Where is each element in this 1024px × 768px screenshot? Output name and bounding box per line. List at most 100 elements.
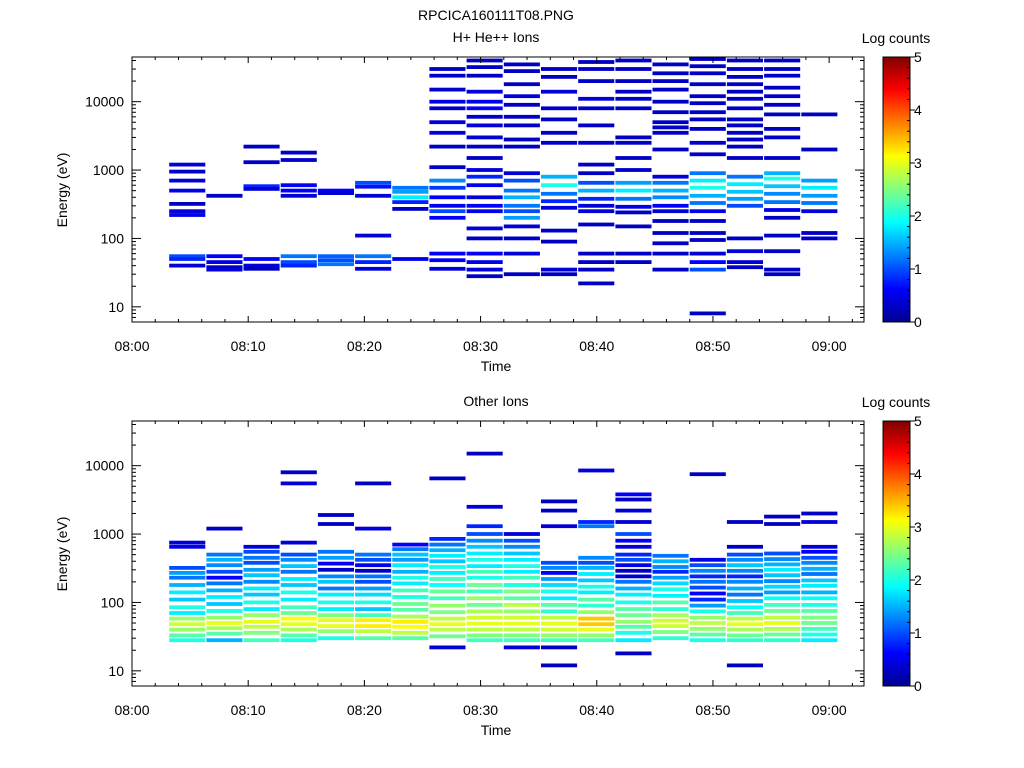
- heatmap-cell: [466, 209, 503, 214]
- colorbar-ticks: 0 1 2 3 4 5: [907, 49, 922, 330]
- heatmap-cell: [466, 226, 503, 231]
- heatmap-cell: [615, 135, 652, 140]
- x-tick-label: 08:20: [347, 338, 382, 354]
- heatmap-cell: [280, 616, 317, 621]
- heatmap-cell: [652, 630, 689, 634]
- colorbar-tick-label: 3: [914, 519, 922, 535]
- heatmap-cell: [206, 552, 243, 557]
- heatmap-cell: [541, 645, 578, 650]
- heatmap-cell: [355, 579, 392, 584]
- heatmap-cell: [243, 600, 280, 605]
- heatmap-cell: [726, 627, 763, 632]
- heatmap-cell: [541, 524, 578, 529]
- heatmap-cell: [243, 624, 280, 629]
- heatmap-cell: [726, 156, 763, 160]
- heatmap-cell: [206, 563, 243, 568]
- heatmap-cell: [169, 202, 206, 206]
- heatmap-cell: [764, 603, 801, 607]
- heatmap-cell: [764, 94, 801, 99]
- heatmap-cell: [466, 114, 503, 119]
- heatmap-cell: [726, 182, 763, 187]
- heatmap-cell: [726, 611, 763, 615]
- heatmap-cell: [578, 524, 615, 529]
- heatmap-cell: [466, 603, 503, 607]
- heatmap-cell: [392, 630, 429, 635]
- plot-frame: [131, 56, 865, 323]
- heatmap-cell: [466, 58, 503, 63]
- heatmap-cell: [392, 607, 429, 612]
- heatmap-cell: [169, 597, 206, 602]
- y-tick-label: 10000: [85, 458, 124, 474]
- heatmap-cell: [541, 621, 578, 626]
- heatmap-cell: [206, 602, 243, 606]
- heatmap-cell: [466, 551, 503, 556]
- heatmap-cell: [652, 125, 689, 130]
- heatmap-cell: [503, 645, 540, 650]
- heatmap-cell: [355, 254, 392, 259]
- heatmap-cell: [689, 603, 726, 608]
- heatmap-cell: [801, 566, 838, 571]
- y-tick-label: 10: [108, 663, 124, 679]
- heatmap-cell: [429, 178, 466, 183]
- heatmap-cell: [689, 94, 726, 99]
- heatmap-cell: [764, 551, 801, 556]
- heatmap-cell: [689, 557, 726, 562]
- heatmap-cell: [392, 563, 429, 568]
- colorbar: [882, 56, 911, 323]
- heatmap-cell: [726, 189, 763, 194]
- heatmap-cell: [317, 262, 354, 267]
- colorbar-tick-label: 3: [914, 155, 922, 171]
- heatmap-cell: [317, 636, 354, 641]
- heatmap-cell: [689, 140, 726, 145]
- colorbar-tick-label: 0: [914, 678, 922, 694]
- heatmap-cell: [726, 89, 763, 94]
- heatmap-cell: [578, 627, 615, 632]
- heatmap-cell: [169, 633, 206, 638]
- heatmap-cell: [689, 472, 726, 477]
- heatmap-cell: [541, 239, 578, 244]
- heatmap-cell: [764, 632, 801, 637]
- heatmap-cell: [578, 520, 615, 524]
- heatmap-cell: [280, 627, 317, 632]
- heatmap-cell: [578, 633, 615, 638]
- heatmap-cell: [429, 251, 466, 256]
- heatmap-cell: [652, 553, 689, 558]
- heatmap-cell: [392, 552, 429, 557]
- heatmap-cell: [503, 603, 540, 607]
- heatmap-cell: [541, 508, 578, 513]
- heatmap-cell: [652, 62, 689, 67]
- heatmap-cell: [578, 67, 615, 71]
- heatmap-cell: [541, 199, 578, 204]
- heatmap-cell: [801, 603, 838, 607]
- heatmap-cell: [206, 267, 243, 272]
- heatmap-cell: [689, 101, 726, 106]
- heatmap-cell: [615, 563, 652, 568]
- heatmap-cell: [280, 577, 317, 581]
- heatmap-cell: [541, 174, 578, 179]
- heatmap-cell: [355, 233, 392, 238]
- heatmap-cell: [764, 596, 801, 601]
- heatmap-cell: [615, 607, 652, 611]
- heatmap-cell: [541, 267, 578, 272]
- heatmap-cell: [503, 564, 540, 568]
- heatmap-cell: [578, 79, 615, 83]
- heatmap-cell: [317, 592, 354, 597]
- heatmap-cell: [726, 58, 763, 63]
- heatmap-cell: [689, 568, 726, 573]
- heatmap-cell: [466, 168, 503, 172]
- heatmap-cell: [689, 71, 726, 76]
- heatmap-cell: [726, 557, 763, 562]
- heatmap-cell: [615, 180, 652, 185]
- heatmap-cell: [764, 584, 801, 589]
- heatmap-cell: [429, 627, 466, 632]
- heatmap-cell: [541, 603, 578, 607]
- heatmap-cell: [503, 609, 540, 614]
- heatmap-cell: [801, 572, 838, 576]
- heatmap-cell: [280, 557, 317, 562]
- heatmap-cell: [801, 615, 838, 620]
- heatmap-cell: [578, 203, 615, 208]
- heatmap-cell: [689, 57, 726, 61]
- heatmap-cell: [355, 557, 392, 562]
- heatmap-cell: [169, 571, 206, 575]
- heatmap-cell: [764, 514, 801, 519]
